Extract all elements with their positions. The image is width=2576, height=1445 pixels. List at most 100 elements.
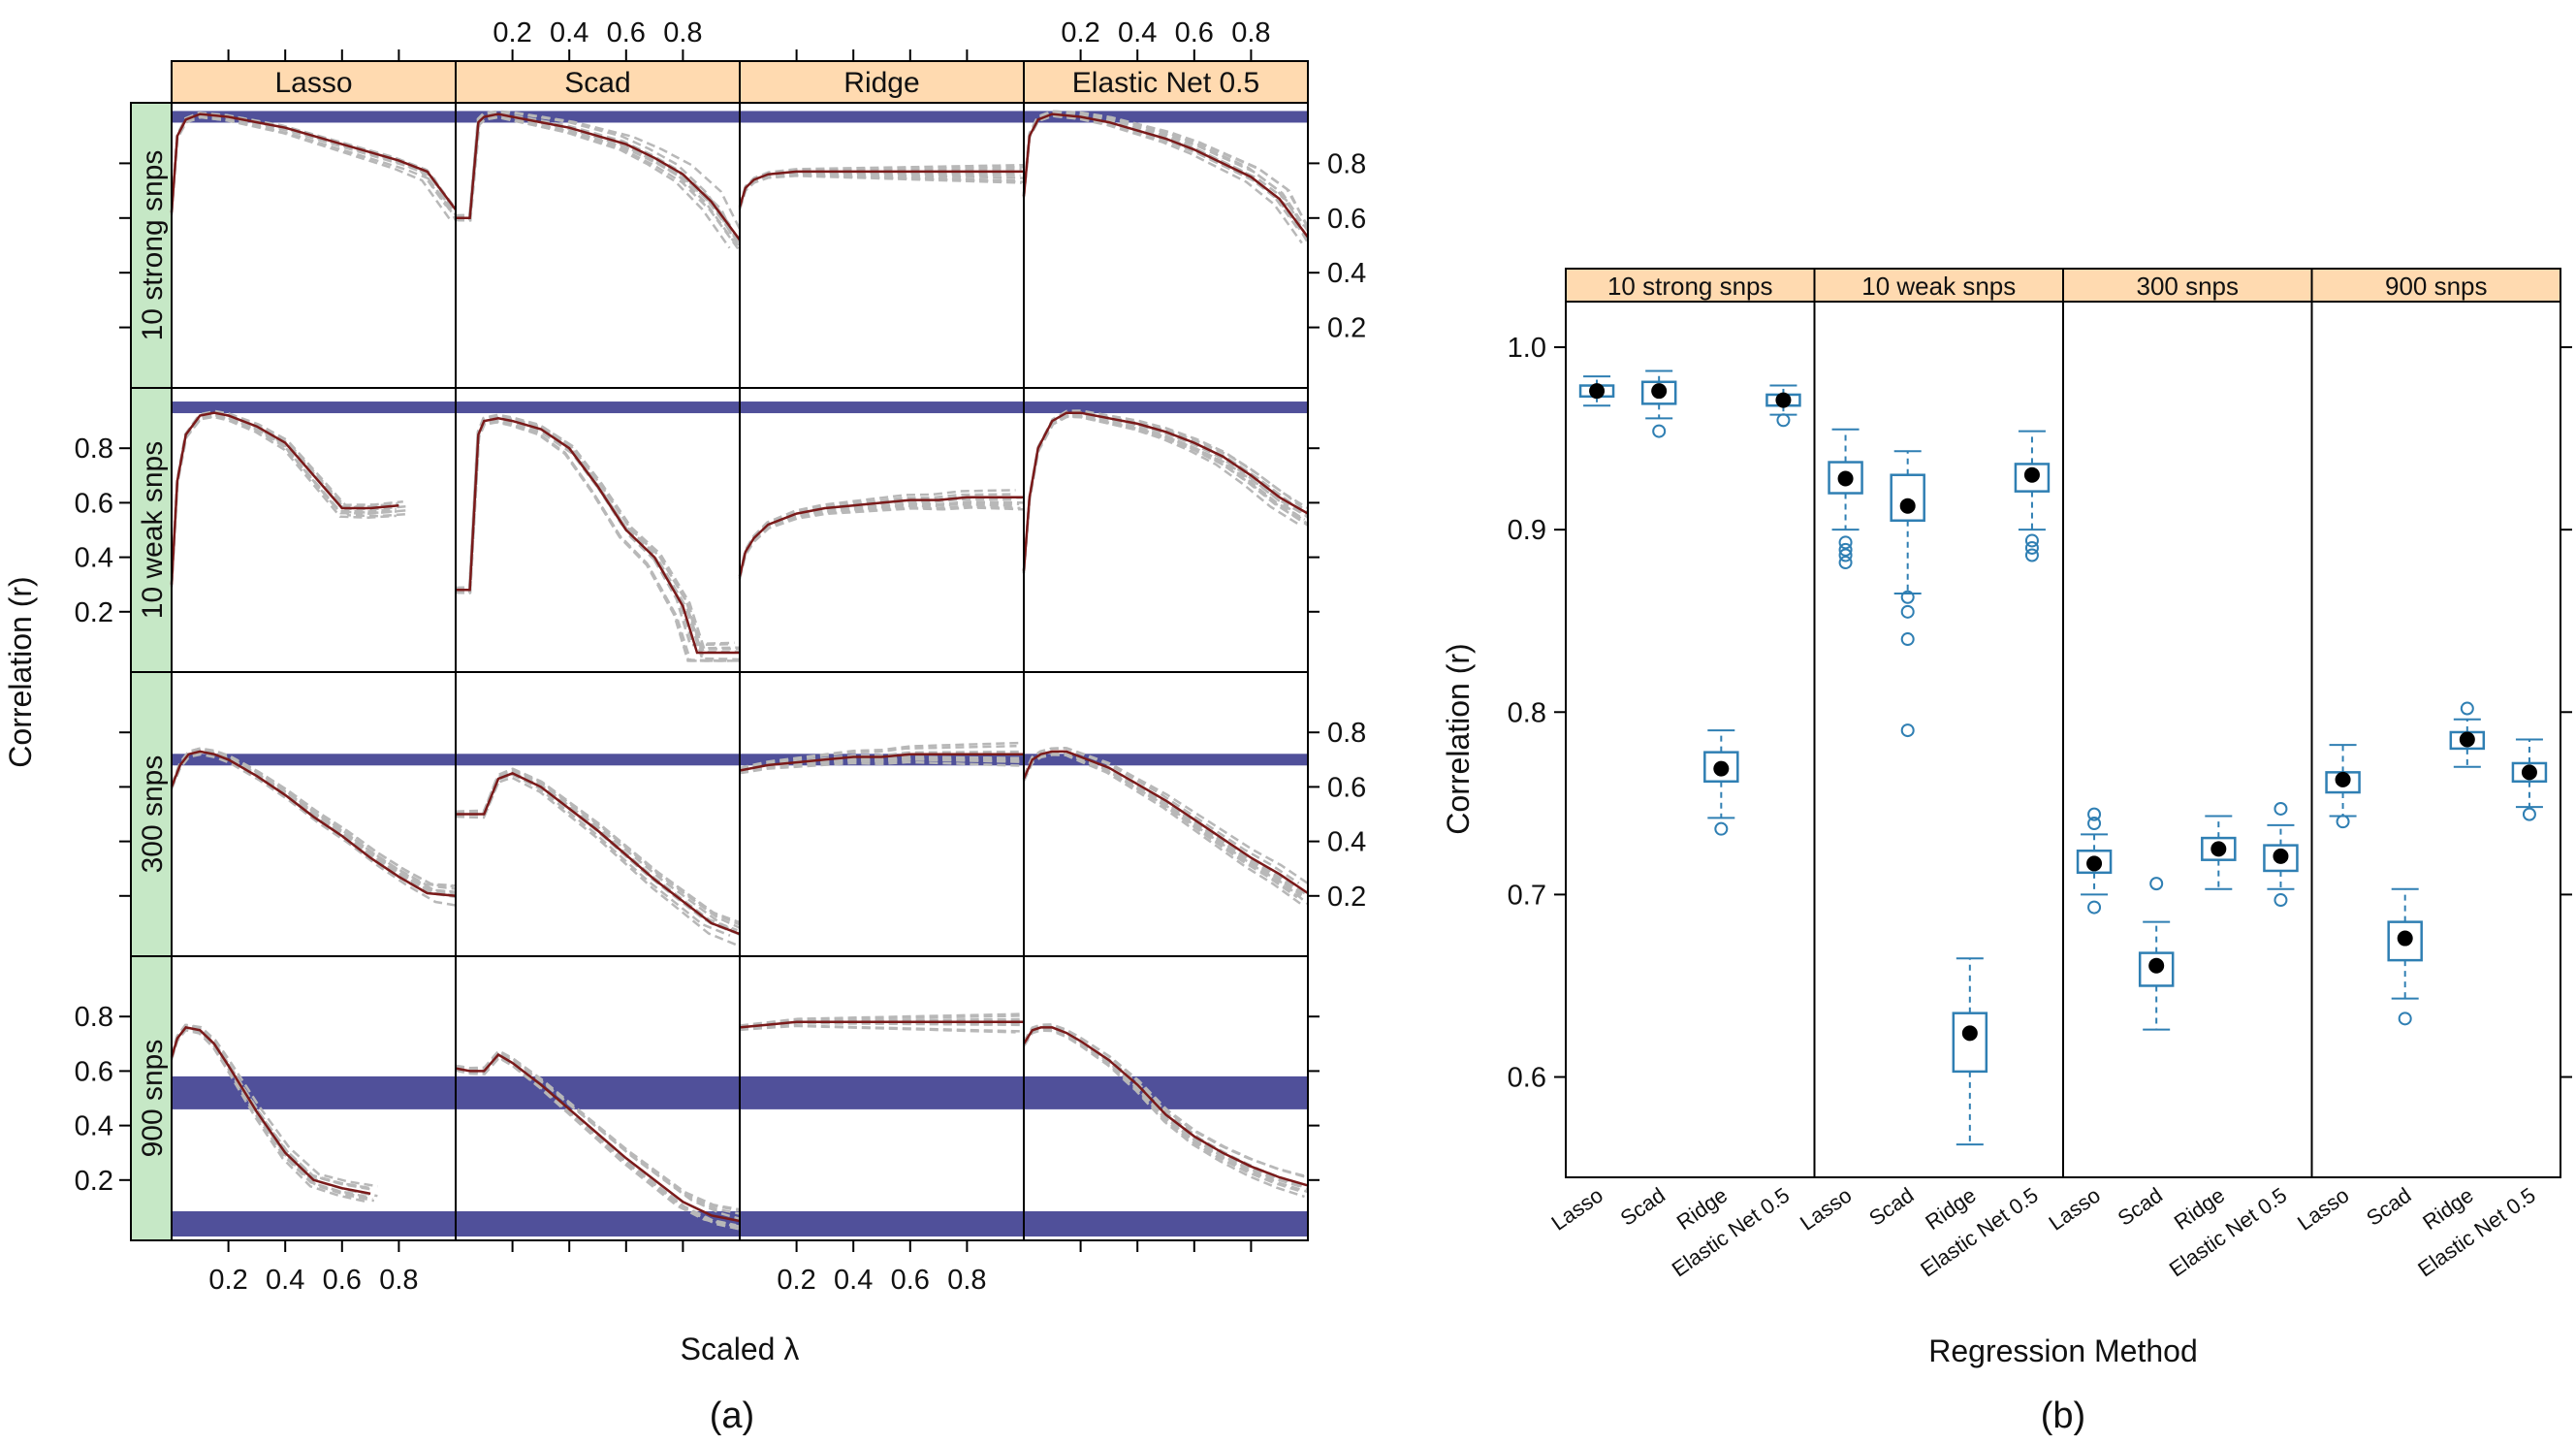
- outlier-scad-0: [1900, 590, 1915, 604]
- outlier-lasso-0: [2087, 807, 2102, 821]
- replicate-path-300-snps-lasso-6: [170, 750, 457, 898]
- group-border-300-snps: [2062, 301, 2313, 1178]
- mean-path-900-snps-elastic-net-0-5: [1022, 1026, 1309, 1187]
- outlier-elastic-net-0-5-1: [2274, 893, 2288, 908]
- replicate-path-10-strong-snps-scad-9: [455, 115, 742, 249]
- replicate-path-300-snps-lasso-9: [170, 749, 457, 894]
- outlier-lasso-0: [2336, 815, 2350, 829]
- replicate-path-300-snps-scad-5: [455, 768, 741, 926]
- right-tick-label: 0.6: [1327, 204, 1366, 235]
- band-10-weak-snps-lasso: [172, 401, 456, 414]
- right-tick-label: 0.4: [1327, 258, 1366, 289]
- category-label-scad: Scad: [2362, 1183, 2415, 1231]
- replicate-path-10-strong-snps-lasso-9: [170, 112, 457, 212]
- replicate-path-10-weak-snps-ridge-1: [738, 500, 1024, 578]
- replicate-path-10-strong-snps-elastic-net-0-5-8: [1022, 110, 1310, 228]
- band-900-snps-elastic-net-0-5: [1024, 1076, 1308, 1109]
- group-strip-label-10-weak-snps: 10 weak snps: [1861, 272, 2016, 301]
- mean-path-10-strong-snps-ridge: [738, 170, 1024, 208]
- replicate-path-300-snps-elastic-net-0-5-0: [1022, 747, 1309, 884]
- replicate-path-10-strong-snps-elastic-net-0-5-7: [1022, 110, 1310, 229]
- replicate-path-10-weak-snps-elastic-net-0-5-6: [1022, 414, 1305, 573]
- outlier-elastic-net-0-5-0: [2274, 801, 2288, 816]
- median-dot-lasso: [1837, 470, 1854, 487]
- bottom-tick-label: 0.2: [208, 1265, 247, 1296]
- row-strip-label-300-snps: 300 snps: [137, 755, 169, 874]
- facet-300-snps-scad: [455, 671, 741, 957]
- replicate-path-10-weak-snps-scad-5: [455, 419, 741, 661]
- replicate-path-900-snps-lasso-5: [170, 1027, 373, 1201]
- median-dot-elastic-net-0-5: [1775, 392, 1792, 408]
- x-axis-title-a: Scaled λ: [681, 1332, 800, 1366]
- category-label-lasso: Lasso: [2293, 1183, 2353, 1236]
- replicate-path-10-strong-snps-lasso-0: [170, 112, 458, 213]
- replicate-path-10-strong-snps-elastic-net-0-5-6: [1022, 114, 1310, 244]
- outlier-lasso-2: [1838, 548, 1853, 562]
- col-strip-label-ridge: Ridge: [843, 67, 919, 99]
- facet-border-10-strong-snps-elastic-net-0-5: [1023, 102, 1309, 389]
- replicate-path-900-snps-elastic-net-0-5-1: [1022, 1027, 1303, 1194]
- mean-path-300-snps-scad: [456, 772, 741, 936]
- band-10-weak-snps-elastic-net-0-5: [1024, 401, 1308, 414]
- replicate-path-900-snps-lasso-9: [170, 1028, 366, 1204]
- median-dot-lasso: [1589, 383, 1606, 400]
- group-border-10-weak-snps: [1813, 301, 2064, 1178]
- y-tick-label: 0.7: [1508, 880, 1546, 911]
- replicate-path-300-snps-elastic-net-0-5-5: [1022, 754, 1309, 906]
- top-tick-label: 0.4: [1118, 17, 1157, 48]
- y-tick-label: 1.0: [1508, 333, 1546, 364]
- replicate-path-900-snps-lasso-7: [170, 1026, 378, 1198]
- right-tick-label: 0.8: [1327, 148, 1366, 179]
- group-border-900-snps: [2310, 301, 2561, 1178]
- outlier-scad-2: [1900, 632, 1915, 647]
- facet-900-snps-lasso: [170, 955, 457, 1241]
- replicate-path-300-snps-scad-0: [456, 772, 731, 937]
- bottom-tick-label: 0.4: [266, 1265, 304, 1296]
- top-tick-label: 0.6: [1175, 17, 1214, 48]
- outlier-elastic-net-0-5-0: [2024, 533, 2039, 548]
- band-low-900-snps-ridge: [740, 1211, 1024, 1236]
- top-tick-label: 0.2: [1061, 17, 1099, 48]
- right-tick-label: 0.8: [1327, 718, 1366, 749]
- replicate-path-10-weak-snps-scad-4: [455, 415, 741, 651]
- replicate-path-900-snps-elastic-net-0-5-8: [1022, 1028, 1309, 1194]
- y-axis-title-b: Correlation (r): [1441, 643, 1476, 834]
- median-dot-scad: [1651, 383, 1668, 400]
- top-tick-label: 0.4: [550, 17, 588, 48]
- median-dot-ridge: [1961, 1025, 1978, 1042]
- replicate-path-300-snps-lasso-0: [170, 750, 455, 897]
- outlier-elastic-net-0-5-0: [2522, 807, 2536, 821]
- facet-border-10-strong-snps-lasso: [171, 102, 457, 389]
- replicate-path-900-snps-scad-8: [455, 1048, 741, 1211]
- replicate-path-10-strong-snps-elastic-net-0-5-5: [1022, 111, 1301, 233]
- replicate-path-10-strong-snps-scad-0: [455, 115, 731, 249]
- right-tick-label: 0.2: [1327, 882, 1366, 913]
- band-900-snps-lasso: [172, 1076, 456, 1109]
- row-strip-900-snps: [130, 955, 173, 1241]
- left-tick-label: 0.8: [75, 434, 113, 465]
- replicate-path-10-weak-snps-ridge-5: [738, 502, 1013, 579]
- facet-300-snps-elastic-net-0-5: [1022, 671, 1309, 957]
- band-10-strong-snps-ridge: [740, 111, 1024, 123]
- band-300-snps-scad: [456, 754, 740, 766]
- top-tick-label: 0.8: [1231, 17, 1270, 48]
- mean-path-10-weak-snps-ridge: [738, 496, 1024, 577]
- outlier-lasso-0: [1838, 535, 1853, 550]
- panel-a: Lasso Scad Ridge Elastic Net 0.5 10 strong s…: [3, 17, 1366, 1366]
- bottom-tick-label: 0.8: [379, 1265, 418, 1296]
- band-low-900-snps-lasso: [172, 1211, 456, 1236]
- y-axis-title-a: Correlation (r): [3, 576, 38, 767]
- mean-path-10-strong-snps-elastic-net-0-5: [1022, 112, 1310, 239]
- col-strip-lasso: [171, 60, 457, 104]
- replicate-path-10-weak-snps-lasso-7: [170, 415, 408, 588]
- band-300-snps-lasso: [172, 754, 456, 766]
- median-dot-elastic-net-0-5: [2521, 764, 2537, 781]
- y-tick-label: 0.8: [1508, 697, 1546, 728]
- mean-path-10-strong-snps-lasso: [170, 112, 458, 213]
- median-dot-elastic-net-0-5: [2273, 848, 2289, 864]
- replicate-path-300-snps-scad-1: [455, 767, 741, 924]
